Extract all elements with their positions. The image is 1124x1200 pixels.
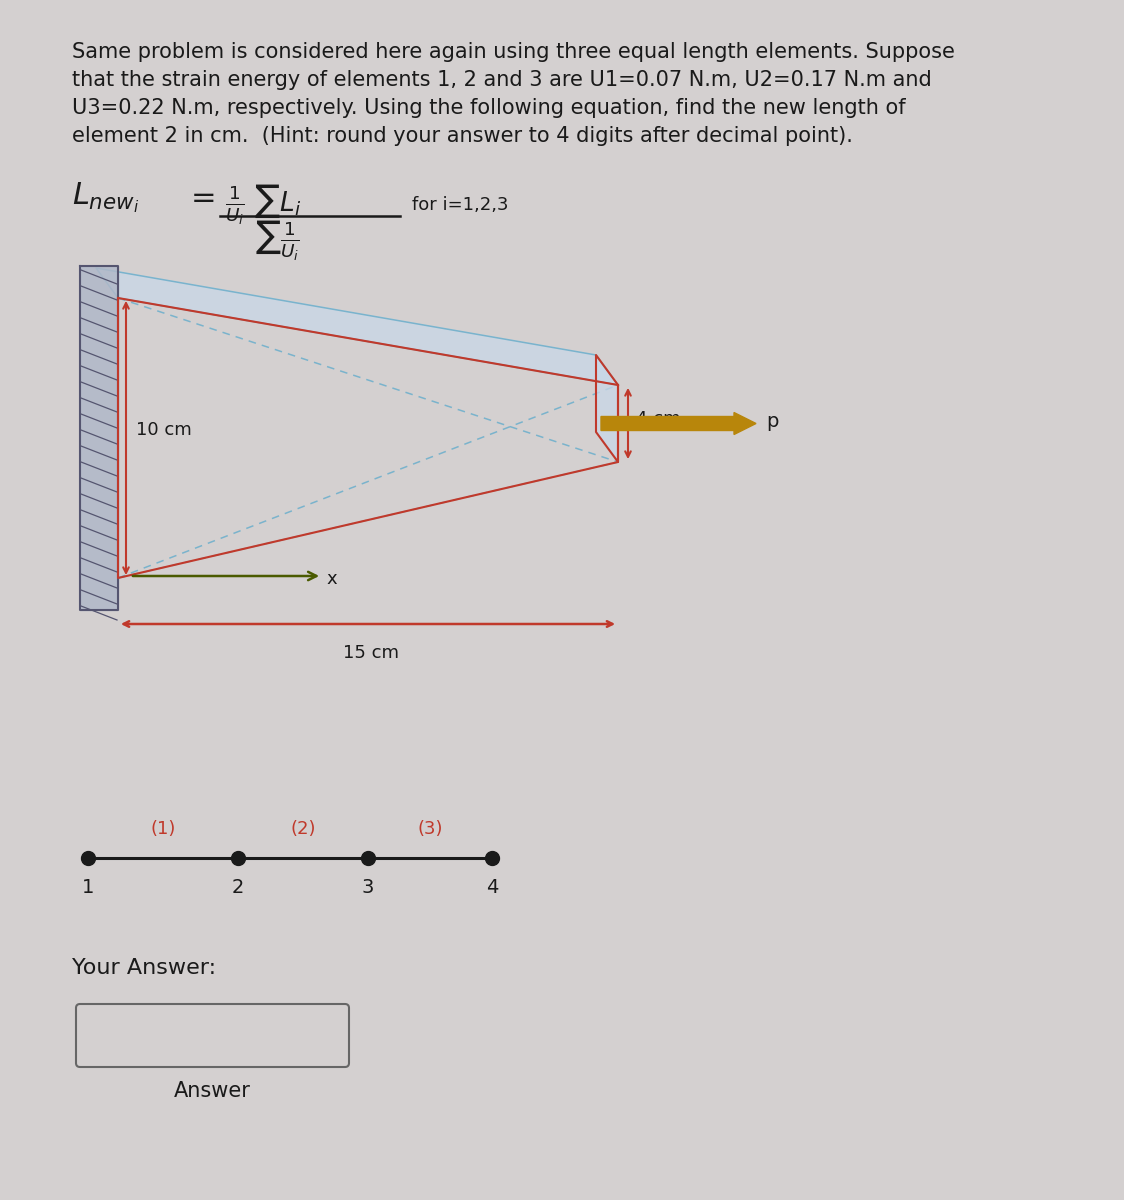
Text: Your Answer:: Your Answer:: [72, 958, 216, 978]
Text: x: x: [326, 570, 336, 588]
Text: 2: 2: [232, 878, 244, 898]
Text: (1): (1): [151, 820, 175, 838]
Text: U3=0.22 N.m, respectively. Using the following equation, find the new length of: U3=0.22 N.m, respectively. Using the fol…: [72, 98, 906, 118]
Text: 10 cm: 10 cm: [136, 421, 192, 439]
Text: 15 cm: 15 cm: [343, 644, 399, 662]
Text: $=$: $=$: [185, 182, 216, 211]
Polygon shape: [80, 266, 118, 610]
Text: (3): (3): [417, 820, 443, 838]
Text: 1: 1: [82, 878, 94, 898]
Text: p: p: [765, 412, 779, 431]
Text: for i=1,2,3: for i=1,2,3: [413, 196, 508, 214]
Text: Same problem is considered here again using three equal length elements. Suppose: Same problem is considered here again us…: [72, 42, 955, 62]
Text: 4 cm: 4 cm: [636, 409, 681, 427]
Text: (2): (2): [290, 820, 316, 838]
FancyArrow shape: [601, 413, 756, 434]
Text: element 2 in cm.  (Hint: round your answer to 4 digits after decimal point).: element 2 in cm. (Hint: round your answe…: [72, 126, 853, 146]
Text: Answer: Answer: [174, 1081, 251, 1102]
Text: $\sum \frac{1}{U_i}$: $\sum \frac{1}{U_i}$: [255, 218, 300, 263]
Text: $\frac{1}{U_i}\ \sum L_i$: $\frac{1}{U_i}\ \sum L_i$: [225, 182, 301, 227]
Text: $L_{new_i}$: $L_{new_i}$: [72, 180, 139, 215]
FancyBboxPatch shape: [76, 1004, 348, 1067]
Polygon shape: [96, 268, 618, 385]
Text: that the strain energy of elements 1, 2 and 3 are U1=0.07 N.m, U2=0.17 N.m and: that the strain energy of elements 1, 2 …: [72, 70, 932, 90]
Text: 4: 4: [486, 878, 498, 898]
Text: 3: 3: [362, 878, 374, 898]
Polygon shape: [596, 355, 618, 462]
